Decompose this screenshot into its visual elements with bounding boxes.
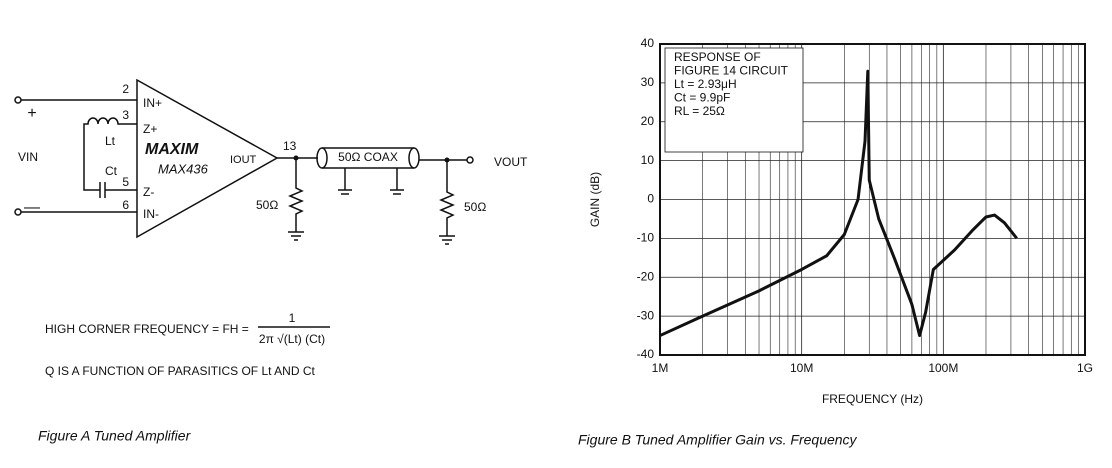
vout: VOUT <box>494 155 528 169</box>
pin: 6 <box>122 198 129 212</box>
y-tick-label: 40 <box>641 36 655 50</box>
y-tick-label: -40 <box>637 347 655 361</box>
terminal <box>466 156 474 164</box>
annotation-box <box>664 47 804 153</box>
caption: Figure B Tuned Amplifier Gain vs. Freque… <box>578 432 858 448</box>
pin: IN+ <box>143 96 162 110</box>
resistor <box>288 158 304 241</box>
lc-network <box>83 117 137 191</box>
coax-end <box>316 147 328 169</box>
x-axis-label: FREQUENCY (Hz) <box>822 392 923 406</box>
y-tick-label: 0 <box>647 192 654 206</box>
resistor <box>439 160 455 245</box>
formula: 2π √(Lt) (Ct) <box>259 332 325 346</box>
annotation: RESPONSE OF <box>674 50 761 64</box>
note: Q IS A FUNCTION OF PARASITICS OF Lt AND … <box>45 364 315 378</box>
annotation: Lt = 2.93μH <box>674 77 737 91</box>
pin: 5 <box>122 175 129 189</box>
ct: Ct <box>105 164 118 178</box>
iout: IOUT <box>230 154 257 166</box>
y-tick-label: 10 <box>641 153 655 167</box>
resistor-label: 50Ω <box>464 200 486 214</box>
y-tick-label: 20 <box>641 114 655 128</box>
vin: VIN <box>18 150 38 164</box>
capacitor <box>99 182 106 198</box>
amplifier <box>136 78 279 239</box>
formula: HIGH CORNER FREQUENCY = FH = <box>45 322 249 336</box>
y-tick-label: -30 <box>637 308 655 322</box>
logo: MAXIM <box>145 141 199 158</box>
terminal <box>14 96 22 104</box>
caption: Figure A Tuned Amplifier <box>38 428 192 444</box>
x-tick-label: 1G <box>1077 361 1093 375</box>
annotation: RL = 25Ω <box>674 104 725 118</box>
pin: Z- <box>143 185 154 199</box>
pin: Z+ <box>143 122 157 136</box>
terminal <box>14 208 22 216</box>
x-tick-label: 1M <box>652 361 669 375</box>
pin: IN- <box>143 207 159 221</box>
part: MAX436 <box>158 161 209 176</box>
plus: + <box>27 105 36 122</box>
formula: 1 <box>289 311 296 325</box>
annotation: FIGURE 14 CIRCUIT <box>674 64 789 78</box>
x-tick-label: 10M <box>790 361 813 375</box>
coax <box>322 147 414 169</box>
lt: Lt <box>105 134 116 148</box>
x-tick-label: 100M <box>928 361 958 375</box>
resistor-label: 50Ω <box>256 198 278 212</box>
chart: -40 -30 -20 -10 0 10 20 30 40 1M 10M 100M 1G RESPONSE… <box>578 36 1093 448</box>
coax-label: 50Ω COAX <box>338 150 398 164</box>
pin: 3 <box>122 108 129 122</box>
y-tick-label: 30 <box>641 75 655 89</box>
circuit: 2 IN+ 3 Z+ 5 Z- 6 IN- + — VIN Lt Ct MAXI… <box>14 78 528 444</box>
node-label: 13 <box>283 139 297 153</box>
coax-end <box>408 147 420 169</box>
plot-frame <box>659 43 1086 356</box>
data-line <box>659 69 1018 338</box>
ground <box>338 168 404 195</box>
annotation: Ct = 9.9pF <box>674 91 730 105</box>
pin: 2 <box>122 82 129 96</box>
y-tick-label: -20 <box>637 269 655 283</box>
y-axis-label: GAIN (dB) <box>588 172 602 227</box>
y-tick-label: -10 <box>637 231 655 245</box>
minus: — <box>24 199 40 216</box>
